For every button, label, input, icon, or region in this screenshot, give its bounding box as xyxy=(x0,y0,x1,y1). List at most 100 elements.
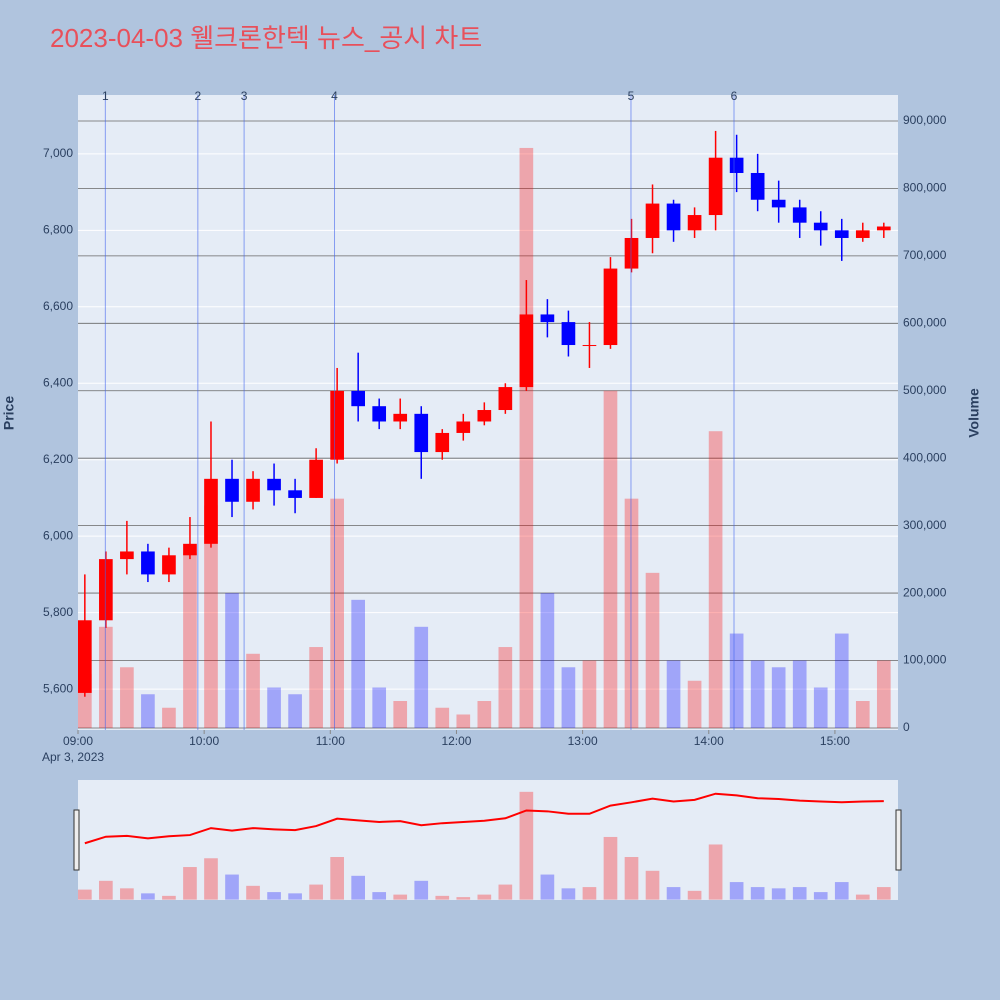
x-tick-label: 13:00 xyxy=(568,734,598,748)
news-label: 2 xyxy=(195,89,202,103)
mini-volume-bar xyxy=(603,836,618,900)
mini-volume-bar xyxy=(330,857,344,900)
y-tick-label: 6,200 xyxy=(43,452,73,466)
x-tick-label: 15:00 xyxy=(820,734,850,748)
x-tick-label: 12:00 xyxy=(441,734,471,748)
candle-body xyxy=(393,413,408,422)
volume-bar xyxy=(225,593,239,728)
volume-bar xyxy=(288,694,302,728)
candle-body xyxy=(309,459,323,498)
mini-volume-bar xyxy=(498,884,513,900)
y2-tick-label: 900,000 xyxy=(903,113,947,127)
mini-volume-bar xyxy=(414,880,429,900)
news-label: 4 xyxy=(331,89,338,103)
volume-bar xyxy=(540,593,555,728)
candle-body xyxy=(792,207,807,223)
y-tick-label: 6,600 xyxy=(43,299,73,313)
candle-body xyxy=(477,410,492,422)
candle-body xyxy=(687,215,702,231)
candle-body xyxy=(708,157,723,216)
mini-volume-bar xyxy=(267,892,281,900)
mini-volume-bar xyxy=(246,885,260,900)
slider-handle-right[interactable] xyxy=(895,809,902,871)
volume-bar xyxy=(855,700,870,728)
candle-body xyxy=(561,322,576,346)
candle-body xyxy=(540,314,555,323)
news-label: 3 xyxy=(241,89,248,103)
mini-price-line xyxy=(84,792,884,845)
y-tick-label: 5,600 xyxy=(43,681,73,695)
volume-bar xyxy=(309,647,323,728)
mini-volume-bar xyxy=(687,890,702,900)
volume-bar xyxy=(414,626,429,728)
candle-body xyxy=(372,406,387,422)
mini-volume-bar xyxy=(855,894,870,900)
mini-volume-bar xyxy=(435,895,450,900)
mini-volume-bar xyxy=(519,791,534,900)
volume-bar xyxy=(435,707,450,728)
volume-bar xyxy=(162,707,176,728)
slider-handle-left[interactable] xyxy=(73,809,80,871)
volume-bar xyxy=(666,660,681,728)
volume-bar xyxy=(771,667,786,728)
candle-body xyxy=(498,387,513,411)
mini-volume-bar xyxy=(204,858,218,900)
mini-volume-bar xyxy=(225,874,239,900)
volume-bar xyxy=(330,498,344,728)
candle-body xyxy=(351,390,365,407)
mini-volume-bar xyxy=(456,897,471,900)
mini-volume-bar xyxy=(645,870,660,900)
volume-bar xyxy=(246,653,260,728)
candle-body xyxy=(582,345,597,347)
candle-body xyxy=(99,559,113,621)
candle-body xyxy=(729,157,744,173)
mini-volume-bar xyxy=(183,867,197,900)
range-slider[interactable] xyxy=(78,780,898,900)
mini-volume-bar xyxy=(120,888,134,900)
y-tick-label: 6,800 xyxy=(43,223,73,237)
mini-volume-bar xyxy=(876,887,891,900)
volume-bar xyxy=(120,667,134,728)
volume-bar xyxy=(519,147,534,728)
candle-body xyxy=(645,203,660,238)
news-label: 1 xyxy=(102,89,109,103)
volume-bar xyxy=(813,687,828,728)
volume-bar xyxy=(708,431,723,728)
volume-bar xyxy=(498,647,513,728)
mini-volume-bar xyxy=(351,875,365,900)
volume-bar xyxy=(687,680,702,728)
candle-body xyxy=(225,478,239,502)
y-axis-title: Price xyxy=(1,396,17,430)
mini-volume-bar xyxy=(561,888,576,900)
mini-volume-bar xyxy=(666,887,681,900)
candle-body xyxy=(666,203,681,231)
y2-tick-label: 600,000 xyxy=(903,315,947,329)
mini-volume-bar xyxy=(708,844,723,900)
mini-volume-bar xyxy=(813,892,828,900)
x-tick-label: 14:00 xyxy=(694,734,724,748)
volume-bar xyxy=(645,572,660,728)
volume-bar xyxy=(750,660,765,728)
volume-bar xyxy=(624,498,639,728)
candle-body xyxy=(750,172,765,200)
candle-body xyxy=(162,555,176,575)
volume-bar xyxy=(477,700,492,728)
mini-volume-bar xyxy=(750,887,765,900)
y2-tick-label: 400,000 xyxy=(903,450,947,464)
volume-bar xyxy=(393,700,408,728)
mini-volume-bar xyxy=(771,888,786,900)
mini-volume-bar xyxy=(309,884,323,900)
volume-bar xyxy=(351,599,365,728)
volume-bar xyxy=(876,660,891,728)
volume-bar xyxy=(561,667,576,728)
candle-body xyxy=(876,226,891,231)
candle-body xyxy=(330,390,344,460)
y-tick-label: 7,000 xyxy=(43,146,73,160)
volume-bar xyxy=(834,633,849,728)
candle-body xyxy=(855,230,870,238)
y-tick-label: 5,800 xyxy=(43,605,73,619)
mini-volume-bar xyxy=(372,892,387,900)
volume-bar xyxy=(204,505,218,728)
y2-tick-label: 300,000 xyxy=(903,518,947,532)
